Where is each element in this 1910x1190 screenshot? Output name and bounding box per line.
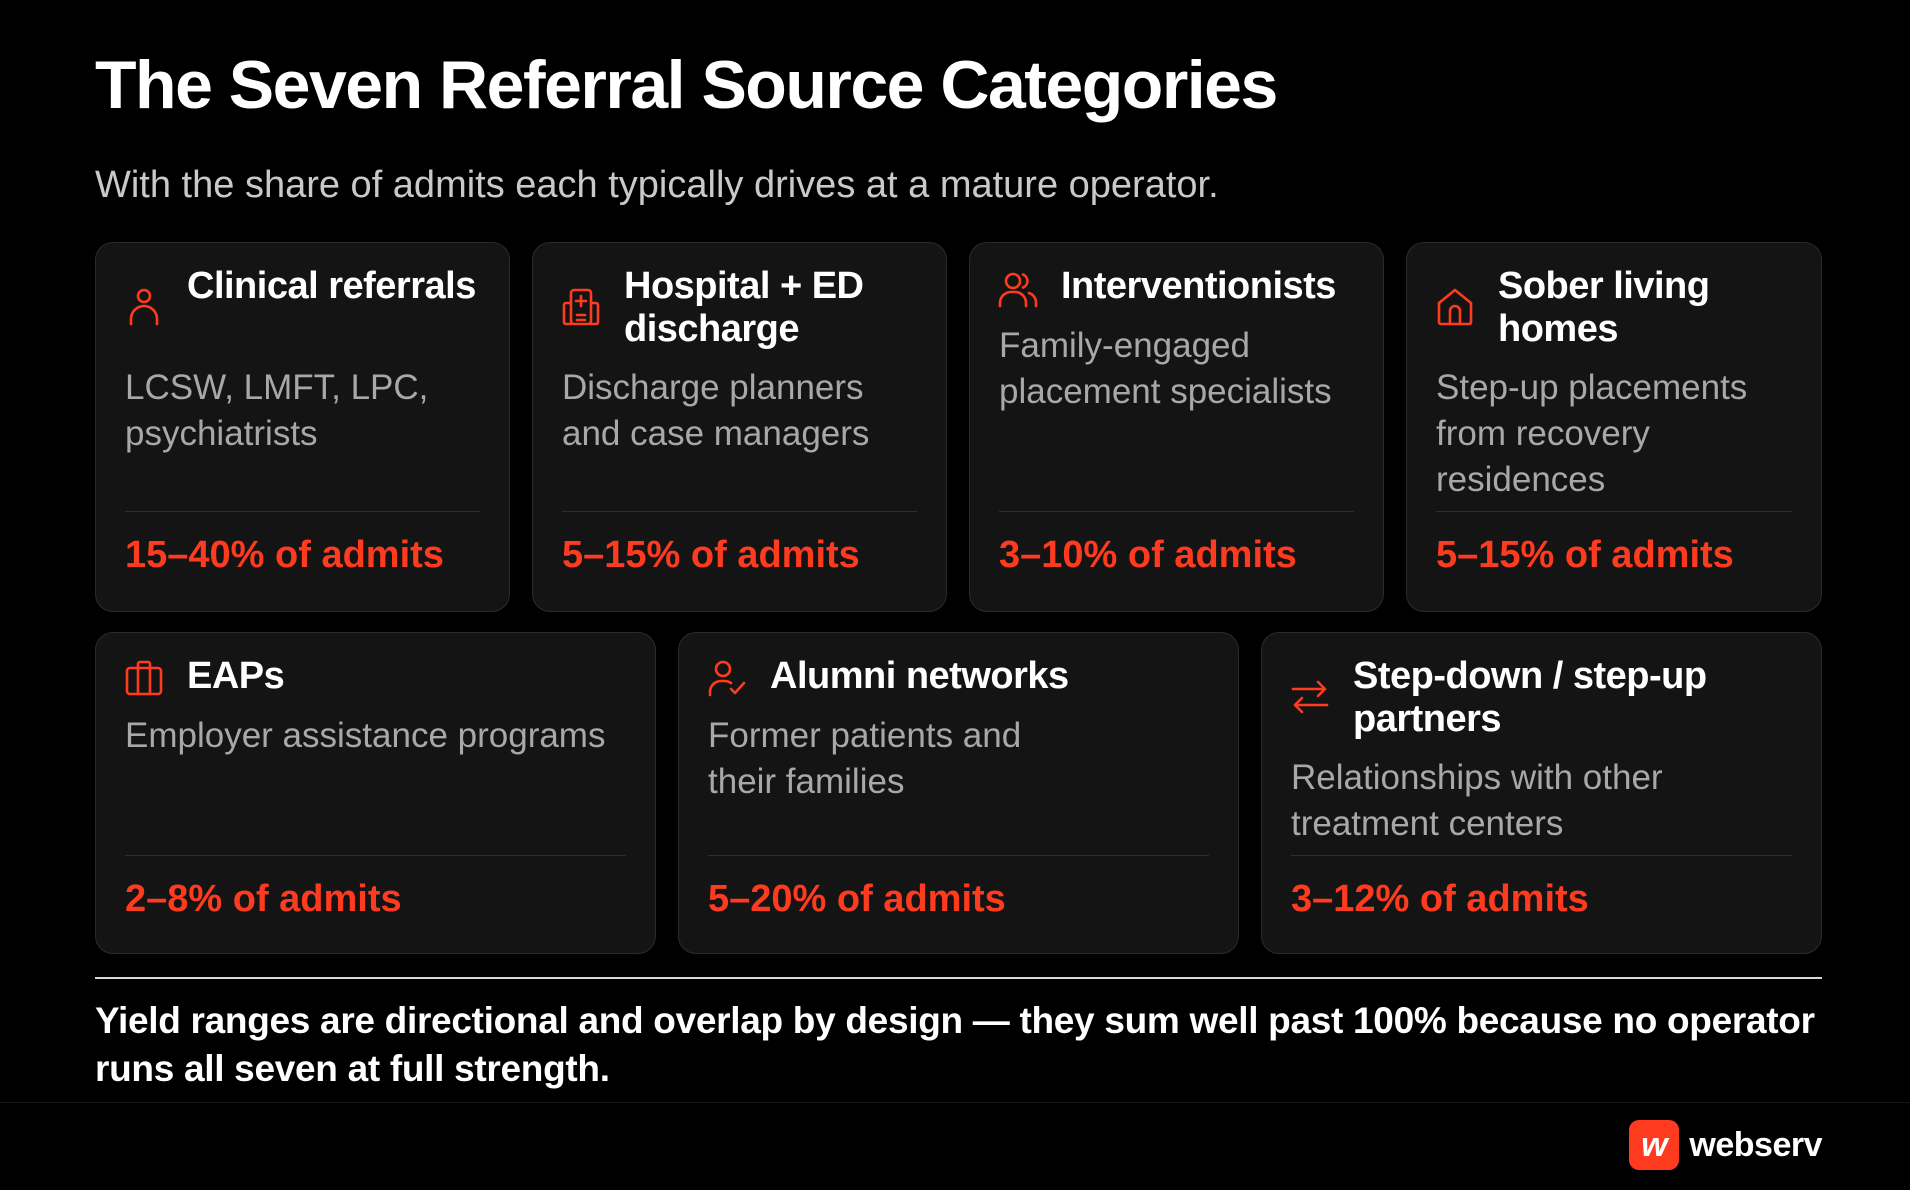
card-description: Family-engaged placement specialists [999, 326, 1332, 411]
card-share: 5–15% of admits [562, 534, 860, 576]
footnote: Yield ranges are directional and overlap… [95, 1000, 1815, 1089]
brand-logo-icon: w [1629, 1120, 1680, 1170]
briefcase-icon [124, 658, 164, 698]
card-divider [562, 511, 917, 512]
card-share: 5–15% of admits [1436, 534, 1734, 576]
card-description: Step-up placements from recovery residen… [1436, 368, 1748, 499]
card-eaps: EAPs Employer assistance programs 2–8% o… [95, 632, 656, 954]
card-clinical-referrals: Clinical referrals LCSW, LMFT, LPC, psyc… [95, 242, 510, 612]
card-title: EAPs [187, 655, 285, 697]
card-interventionists: Interventionists Family-engaged placemen… [969, 242, 1384, 612]
card-divider [1291, 855, 1792, 856]
card-title: Alumni networks [770, 655, 1069, 697]
card-divider [708, 855, 1209, 856]
footnote-rule [95, 977, 1822, 979]
card-alumni-networks: Alumni networks Former patients and thei… [678, 632, 1239, 954]
card-description: Relationships with other treatment cente… [1291, 758, 1663, 843]
card-title: Step-down / step-up partners [1353, 655, 1707, 740]
card-divider [999, 511, 1354, 512]
card-description: LCSW, LMFT, LPC, psychiatrists [125, 368, 429, 453]
user-check-icon [707, 658, 747, 698]
users-icon [998, 269, 1038, 309]
card-title: Clinical referrals [187, 265, 476, 307]
card-divider [1436, 511, 1792, 512]
home-icon [1435, 287, 1475, 327]
card-share: 3–12% of admits [1291, 878, 1589, 920]
card-hospital-ed-discharge: Hospital + ED discharge Discharge planne… [532, 242, 947, 612]
card-share: 2–8% of admits [125, 878, 402, 920]
hospital-icon [561, 287, 601, 327]
card-description: Employer assistance programs [125, 716, 606, 755]
card-description: Former patients and their families [708, 716, 1022, 801]
card-sober-living-homes: Sober living homes Step-up placements fr… [1406, 242, 1822, 612]
card-divider [125, 511, 480, 512]
brand: w webserv [1629, 1120, 1822, 1170]
card-share: 15–40% of admits [125, 534, 444, 576]
card-divider [125, 855, 626, 856]
person-icon [124, 287, 164, 327]
footer-divider [0, 1102, 1910, 1103]
card-title: Interventionists [1061, 265, 1336, 307]
card-title: Sober living homes [1498, 265, 1710, 350]
brand-name: webserv [1689, 1125, 1822, 1164]
card-share: 3–10% of admits [999, 534, 1297, 576]
card-title: Hospital + ED discharge [624, 265, 864, 350]
card-share: 5–20% of admits [708, 878, 1006, 920]
page-subtitle: With the share of admits each typically … [95, 164, 1219, 206]
page-title: The Seven Referral Source Categories [95, 47, 1278, 123]
card-description: Discharge planners and case managers [562, 368, 870, 453]
card-step-down-step-up-partners: Step-down / step-up partners Relationshi… [1261, 632, 1822, 954]
arrows-exchange-icon [1290, 677, 1330, 717]
